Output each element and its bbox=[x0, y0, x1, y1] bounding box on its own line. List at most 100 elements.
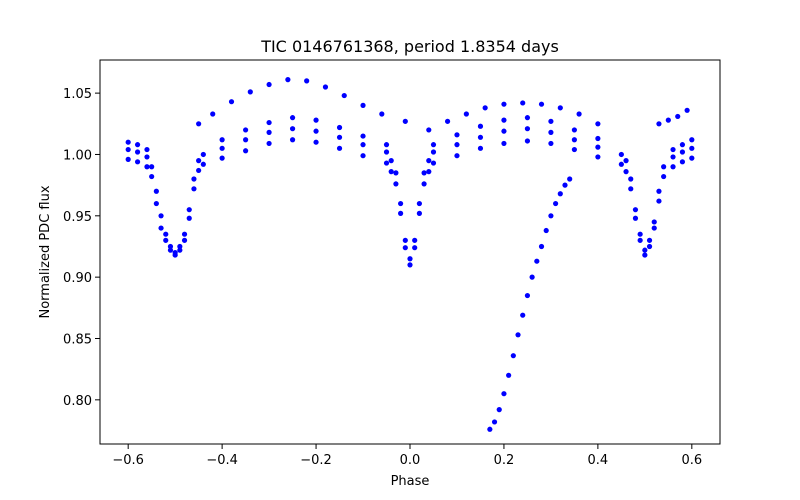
data-point bbox=[538, 243, 545, 250]
data-point bbox=[412, 237, 418, 243]
data-point bbox=[520, 312, 526, 318]
data-point bbox=[524, 292, 531, 299]
data-point bbox=[595, 135, 601, 142]
data-point bbox=[167, 247, 174, 253]
data-point bbox=[210, 111, 216, 117]
data-point bbox=[416, 210, 422, 216]
data-point bbox=[167, 243, 174, 250]
data-point bbox=[289, 126, 296, 132]
data-point bbox=[524, 138, 531, 144]
data-point bbox=[158, 225, 164, 231]
data-point bbox=[360, 153, 366, 159]
data-point bbox=[407, 256, 413, 262]
data-point bbox=[515, 332, 521, 338]
data-point bbox=[402, 237, 408, 243]
data-point bbox=[675, 113, 681, 120]
data-points bbox=[125, 77, 695, 432]
data-point bbox=[144, 154, 150, 160]
data-point bbox=[656, 198, 662, 204]
data-point bbox=[134, 142, 141, 148]
data-point bbox=[430, 149, 437, 155]
y-tick-label: 0.95 bbox=[63, 210, 92, 225]
data-point bbox=[501, 117, 507, 123]
data-point bbox=[477, 134, 484, 140]
data-point bbox=[153, 188, 159, 194]
data-point bbox=[665, 117, 671, 123]
data-point bbox=[243, 148, 249, 154]
data-point bbox=[134, 159, 141, 165]
y-tick-label: 0.90 bbox=[63, 271, 92, 286]
data-point bbox=[628, 186, 634, 192]
x-tick-label: −0.6 bbox=[112, 453, 144, 468]
data-point bbox=[548, 129, 554, 135]
data-point bbox=[191, 176, 197, 182]
data-point bbox=[529, 274, 535, 280]
data-point bbox=[426, 169, 432, 175]
data-point bbox=[656, 121, 662, 127]
data-point bbox=[487, 426, 493, 432]
data-point bbox=[125, 139, 131, 145]
data-point bbox=[200, 161, 206, 167]
data-point bbox=[393, 181, 399, 187]
data-point bbox=[304, 78, 310, 84]
data-point bbox=[689, 137, 695, 143]
data-point bbox=[426, 158, 432, 164]
data-point bbox=[266, 140, 272, 147]
data-point bbox=[163, 237, 169, 243]
data-point bbox=[548, 140, 554, 147]
data-point bbox=[196, 158, 202, 164]
data-point bbox=[679, 159, 686, 165]
data-point bbox=[379, 111, 385, 117]
data-point bbox=[501, 140, 507, 147]
data-point bbox=[548, 118, 554, 124]
data-point bbox=[421, 170, 427, 176]
data-point bbox=[571, 137, 577, 143]
data-point bbox=[501, 101, 507, 107]
data-point bbox=[125, 156, 131, 162]
data-point bbox=[661, 173, 667, 180]
y-tick-label: 0.85 bbox=[63, 332, 92, 347]
data-point bbox=[196, 167, 202, 174]
data-point bbox=[186, 207, 192, 213]
data-point bbox=[149, 164, 155, 170]
data-point bbox=[219, 145, 225, 151]
data-point bbox=[421, 181, 427, 187]
data-point bbox=[571, 127, 577, 133]
data-point bbox=[177, 243, 183, 250]
data-point bbox=[243, 137, 249, 143]
data-point bbox=[149, 173, 155, 180]
data-point bbox=[228, 99, 235, 105]
data-point bbox=[266, 119, 272, 126]
data-point bbox=[524, 115, 531, 121]
data-point bbox=[153, 200, 159, 207]
data-point bbox=[336, 134, 343, 140]
data-point bbox=[628, 176, 634, 182]
data-point bbox=[454, 153, 460, 159]
data-point bbox=[646, 237, 653, 243]
data-point bbox=[618, 151, 624, 158]
data-point bbox=[430, 160, 437, 166]
data-point bbox=[444, 118, 451, 124]
data-point bbox=[670, 146, 676, 153]
data-point bbox=[651, 225, 657, 231]
data-point bbox=[632, 207, 639, 213]
data-point bbox=[336, 124, 343, 131]
data-point bbox=[360, 142, 366, 148]
data-point bbox=[407, 262, 413, 268]
data-point bbox=[402, 118, 408, 124]
data-point bbox=[341, 92, 347, 99]
x-tick-label: 0.2 bbox=[494, 453, 515, 468]
x-tick-label: 0.6 bbox=[681, 453, 702, 468]
data-point bbox=[247, 89, 253, 95]
data-point bbox=[426, 127, 432, 133]
y-axis-label: Normalized PDC flux bbox=[38, 185, 53, 318]
data-point bbox=[496, 407, 502, 413]
x-axis-label: Phase bbox=[391, 474, 430, 489]
x-tick-label: 0.4 bbox=[588, 453, 609, 468]
data-point bbox=[571, 146, 577, 153]
data-point bbox=[623, 169, 629, 175]
data-point bbox=[510, 353, 516, 359]
data-point bbox=[289, 115, 296, 121]
